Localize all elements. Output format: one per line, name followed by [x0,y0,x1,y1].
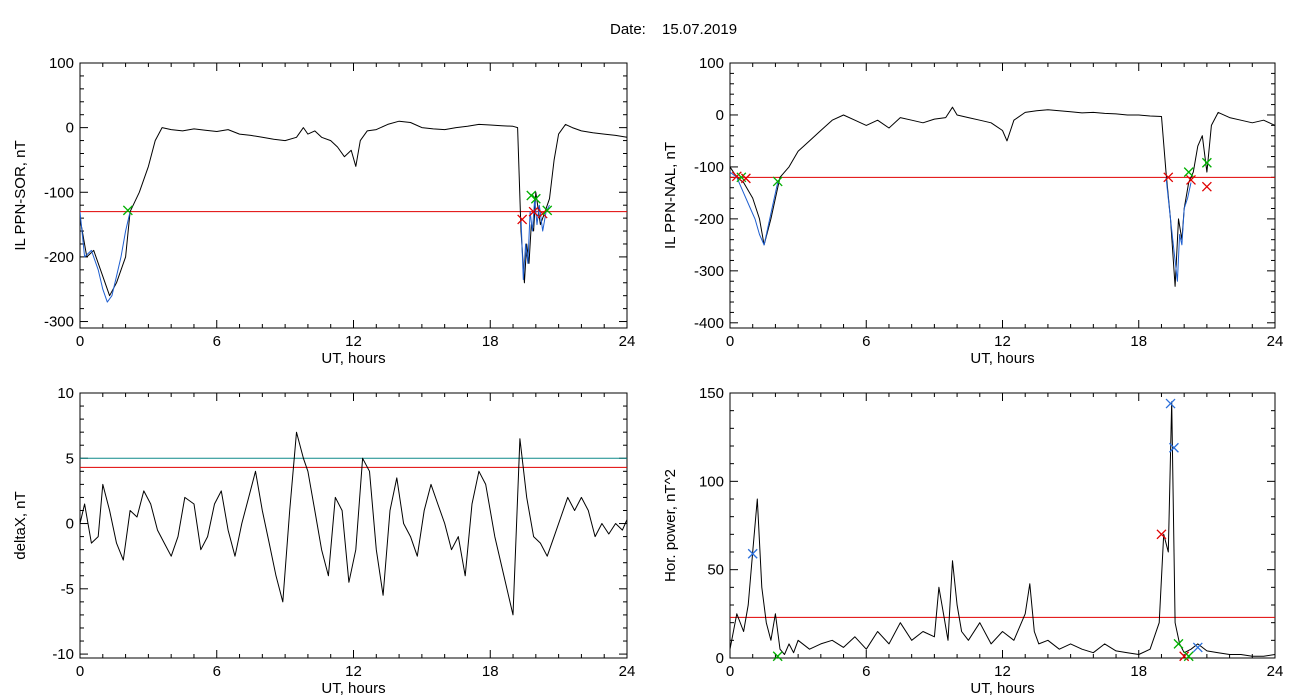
chart-0-y-tick-label: 0 [66,120,74,137]
chart-1-ylabel: IL PPN-NAL, nT [662,142,679,249]
chart-1-x-tick-label: 6 [862,333,870,350]
chart-2-x-tick-label: 24 [619,663,636,680]
panel-il-ppn-nal: 0 6 12 18 24 100 0 -100 -200 -300 -400 UT, hours IL … [662,55,1283,367]
chart-1-cross-marker [1186,174,1196,185]
chart-3-y-tick-label: 100 [699,473,724,490]
chart-0-cross-marker [122,205,133,216]
chart-1-cross-marker [740,173,751,184]
chart-1-cross-marker [1201,157,1212,168]
chart-0-cross-marker [530,193,541,204]
panel-il-ppn-sor: 0 6 12 18 24 100 0 -100 -200 -300 UT, hours IL PPN-… [12,55,635,367]
date-label: Date: [610,21,646,38]
chart-0-cross-marker [526,190,537,201]
chart-1-y-tick-label: -400 [694,315,724,332]
chart-2-x-tick-label: 18 [482,663,499,680]
chart-1-x-tick-label: 24 [1267,333,1284,350]
chart-2-x-tick-label: 6 [213,663,221,680]
chart-0-plot-area [80,120,627,303]
chart-3-series-line [730,401,1275,657]
chart-1-series-line [730,106,1275,287]
chart-1-cross-marker [1183,167,1194,178]
chart-0-cross-marker [542,205,553,216]
chart-1-x-tick-label: 0 [726,333,734,350]
chart-0-series-line [520,198,550,280]
chart-3-plot-area [730,401,1275,657]
chart-2-xlabel: UT, hours [321,680,385,697]
chart-0-ylabel: IL PPN-SOR, nT [12,140,29,250]
chart-0-y-tick-label: -300 [44,314,74,331]
chart-0-y-tick-label: -200 [44,249,74,266]
chart-1-series-line [1165,177,1192,282]
chart-3-cross-marker [772,651,783,662]
chart-3-frame [729,392,1276,659]
chart-0-series-line [80,211,131,303]
chart-0-x-tick-label: 0 [76,333,84,350]
chart-1-x-tick-label: 12 [994,333,1011,350]
chart-2-ylabel: deltaX, nT [12,491,29,559]
chart-1-xlabel: UT, hours [970,350,1034,367]
chart-3-cross-marker [747,548,758,559]
chart-0-y-tick-label: -100 [44,184,74,201]
panel-hor-power: 0 6 12 18 24 150 100 50 0 UT, hours Hor. power, nT… [662,385,1283,697]
chart-0-cross-marker [528,206,539,217]
chart-2-y-tick-label: -10 [52,646,74,663]
chart-3-cross-marker [1168,442,1179,453]
chart-0-y-tick-label: 100 [49,55,74,72]
chart-2-x-tick-label: 0 [76,663,84,680]
chart-3-ylabel: Hor. power, nT^2 [662,469,679,582]
chart-1-y-tick-label: -100 [694,159,724,176]
panel-deltax: 0 6 12 18 24 10 5 0 -5 -10 UT, hours deltaX, nT [12,385,635,697]
chart-2-y-tick-label: 5 [66,450,74,467]
chart-3-cross-marker [1165,398,1176,409]
chart-1-x-tick-label: 18 [1130,333,1147,350]
chart-0-frame [79,62,628,329]
chart-3-x-tick-label: 0 [726,663,734,680]
chart-2-y-tick-label: 0 [66,516,74,533]
chart-1-y-tick-label: 100 [699,55,724,72]
chart-1-series-line [730,171,779,246]
chart-3-cross-marker [1179,651,1190,662]
chart-1-cross-marker [1201,181,1212,192]
chart-0-x-tick-label: 6 [213,333,221,350]
chart-3-cross-marker [1156,529,1167,540]
chart-1-y-tick-label: -200 [694,211,724,228]
chart-0-series-line [80,120,627,297]
chart-0-x-tick-label: 24 [619,333,636,350]
chart-3-xlabel: UT, hours [970,680,1034,697]
chart-3-cross-marker [1192,642,1203,653]
chart-3-x-tick-label: 18 [1130,663,1147,680]
chart-2-x-tick-label: 12 [345,663,362,680]
chart-1-y-tick-label: 0 [716,107,724,124]
chart-3-cross-marker [1183,651,1194,662]
chart-2-frame [79,392,628,659]
chart-2-plot-area [80,431,627,616]
chart-0-cross-marker [537,208,548,219]
chart-1-y-tick-label: -300 [694,263,724,280]
chart-3-x-tick-label: 6 [862,663,870,680]
chart-2-y-tick-label: -5 [61,581,74,598]
chart-1-cross-marker [772,176,783,187]
date-value: 15.07.2019 [662,21,737,38]
chart-2-y-tick-label: 10 [57,385,74,402]
chart-2-series-line [80,431,627,616]
chart-3-y-tick-label: 50 [707,562,724,579]
chart-3-y-tick-label: 150 [699,385,724,402]
chart-1-cross-marker [1163,172,1174,183]
chart-0-x-tick-label: 18 [482,333,499,350]
chart-3-x-tick-label: 12 [994,663,1011,680]
chart-3-cross-marker [1173,638,1184,649]
chart-1-frame [729,62,1276,329]
chart-3-y-tick-label: 0 [716,650,724,667]
chart-0-cross-marker [517,214,528,225]
chart-1-plot-area [730,106,1275,287]
chart-3-x-tick-label: 24 [1267,663,1284,680]
chart-0-x-tick-label: 12 [345,333,362,350]
chart-0-xlabel: UT, hours [321,350,385,367]
